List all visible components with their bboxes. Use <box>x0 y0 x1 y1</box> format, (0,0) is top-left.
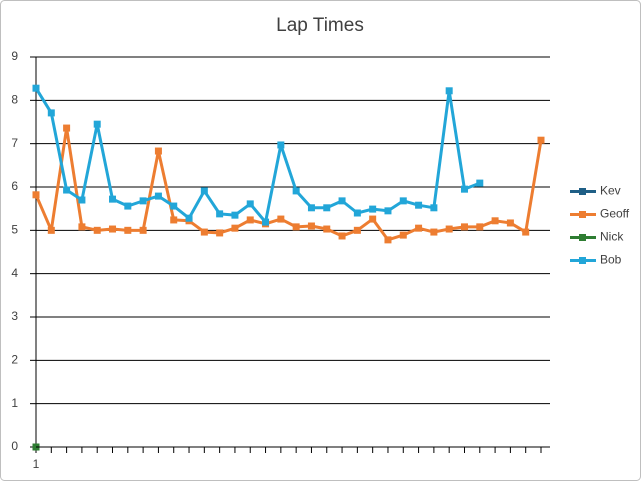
marker <box>231 224 239 232</box>
marker <box>47 109 55 117</box>
marker <box>154 192 162 200</box>
legend-marker <box>579 234 586 241</box>
y-tick-label: 1 <box>11 396 18 410</box>
legend-label: Kev <box>600 184 621 198</box>
legend-label: Geoff <box>600 207 630 221</box>
marker <box>353 209 361 217</box>
marker <box>415 224 423 232</box>
marker <box>277 215 285 223</box>
legend-marker <box>579 188 586 195</box>
marker <box>460 185 468 193</box>
marker <box>537 136 545 144</box>
marker <box>246 200 254 208</box>
marker <box>124 226 132 234</box>
marker <box>399 231 407 239</box>
y-tick-label: 6 <box>11 179 18 193</box>
marker <box>200 187 208 195</box>
marker <box>338 197 346 205</box>
y-tick-label: 9 <box>11 49 18 63</box>
y-tick-label: 0 <box>11 439 18 453</box>
marker <box>399 197 407 205</box>
chart-title: Lap Times <box>276 15 364 36</box>
y-tick-label: 2 <box>11 353 18 367</box>
marker <box>32 191 40 199</box>
y-tick-label: 4 <box>11 266 18 280</box>
marker <box>369 205 377 213</box>
marker <box>78 196 86 204</box>
marker <box>139 197 147 205</box>
marker <box>430 204 438 212</box>
legend-label: Bob <box>600 253 622 267</box>
marker <box>139 226 147 234</box>
marker <box>445 87 453 95</box>
y-tick-label: 5 <box>11 223 18 237</box>
marker <box>170 216 178 224</box>
marker <box>109 225 117 233</box>
marker <box>216 210 224 218</box>
marker <box>353 226 361 234</box>
marker <box>93 226 101 234</box>
marker <box>476 223 484 231</box>
marker <box>323 225 331 233</box>
marker <box>185 214 193 222</box>
marker <box>384 236 392 244</box>
legend-label: Nick <box>600 230 624 244</box>
marker <box>384 207 392 215</box>
marker <box>277 141 285 149</box>
marker <box>445 225 453 233</box>
marker <box>369 215 377 223</box>
marker <box>292 223 300 231</box>
marker <box>415 201 423 209</box>
marker <box>216 229 224 237</box>
series-line <box>34 126 543 242</box>
legend-marker <box>579 257 586 264</box>
marker <box>292 187 300 195</box>
marker <box>476 179 484 187</box>
marker <box>460 223 468 231</box>
marker <box>124 202 132 210</box>
marker <box>430 228 438 236</box>
marker <box>200 228 208 236</box>
marker <box>307 204 315 212</box>
x-tick-label: 1 <box>33 457 40 471</box>
marker <box>491 217 499 225</box>
marker <box>63 124 71 132</box>
marker <box>262 218 270 226</box>
marker <box>154 147 162 155</box>
marker <box>63 186 71 194</box>
y-tick-label: 8 <box>11 93 18 107</box>
marker <box>323 204 331 212</box>
y-tick-label: 3 <box>11 309 18 323</box>
marker <box>231 211 239 219</box>
legend-marker <box>579 211 586 218</box>
marker <box>522 228 530 236</box>
marker <box>170 202 178 210</box>
y-tick-label: 7 <box>11 136 18 150</box>
marker <box>338 232 346 240</box>
marker <box>93 120 101 128</box>
marker <box>109 195 117 203</box>
marker <box>47 226 55 234</box>
marker <box>506 219 514 227</box>
marker <box>307 222 315 230</box>
marker <box>32 84 40 92</box>
marker <box>246 216 254 224</box>
marker <box>78 223 86 231</box>
